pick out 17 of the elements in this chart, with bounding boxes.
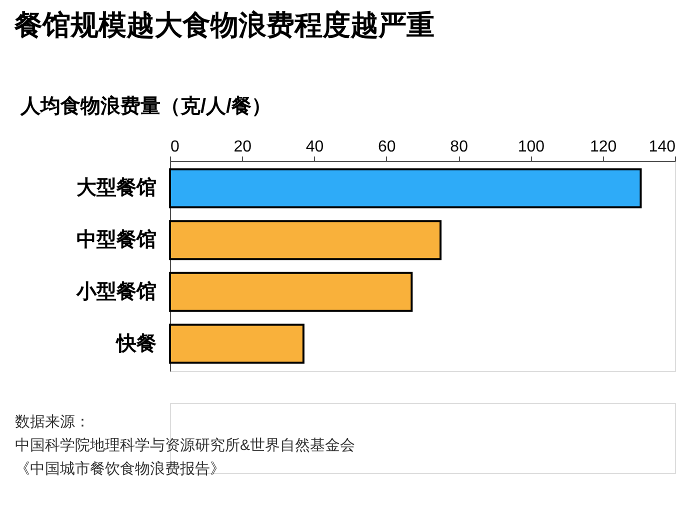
- y-tick-label: 小型餐馆: [76, 280, 156, 303]
- text: 中国科学院地理科学与资源研究所&世界自然基金会: [15, 437, 356, 454]
- x-tick-label: 20: [234, 138, 252, 156]
- y-tick-label: 快餐: [114, 332, 156, 355]
- x-tick-label: 80: [450, 138, 468, 156]
- x-tick-label: 120: [590, 138, 617, 156]
- x-tick-label: 140: [648, 138, 676, 156]
- x-axis-title: 人均食物浪费量（克/人/餐）: [20, 94, 272, 118]
- x-tick-label: 0: [170, 138, 180, 156]
- x-tick-label: 60: [378, 138, 396, 156]
- y-tick-label: 中型餐馆: [76, 228, 156, 252]
- text: 《中国城市餐饮食物浪费报告》: [15, 460, 225, 478]
- y-tick-label: 大型餐馆: [76, 176, 156, 200]
- x-tick-label: 40: [306, 138, 324, 156]
- source-note: 数据来源：: [15, 414, 90, 431]
- x-tick-label: 100: [518, 138, 545, 156]
- chart-title: 餐馆规模越大食物浪费程度越严重: [14, 10, 434, 40]
